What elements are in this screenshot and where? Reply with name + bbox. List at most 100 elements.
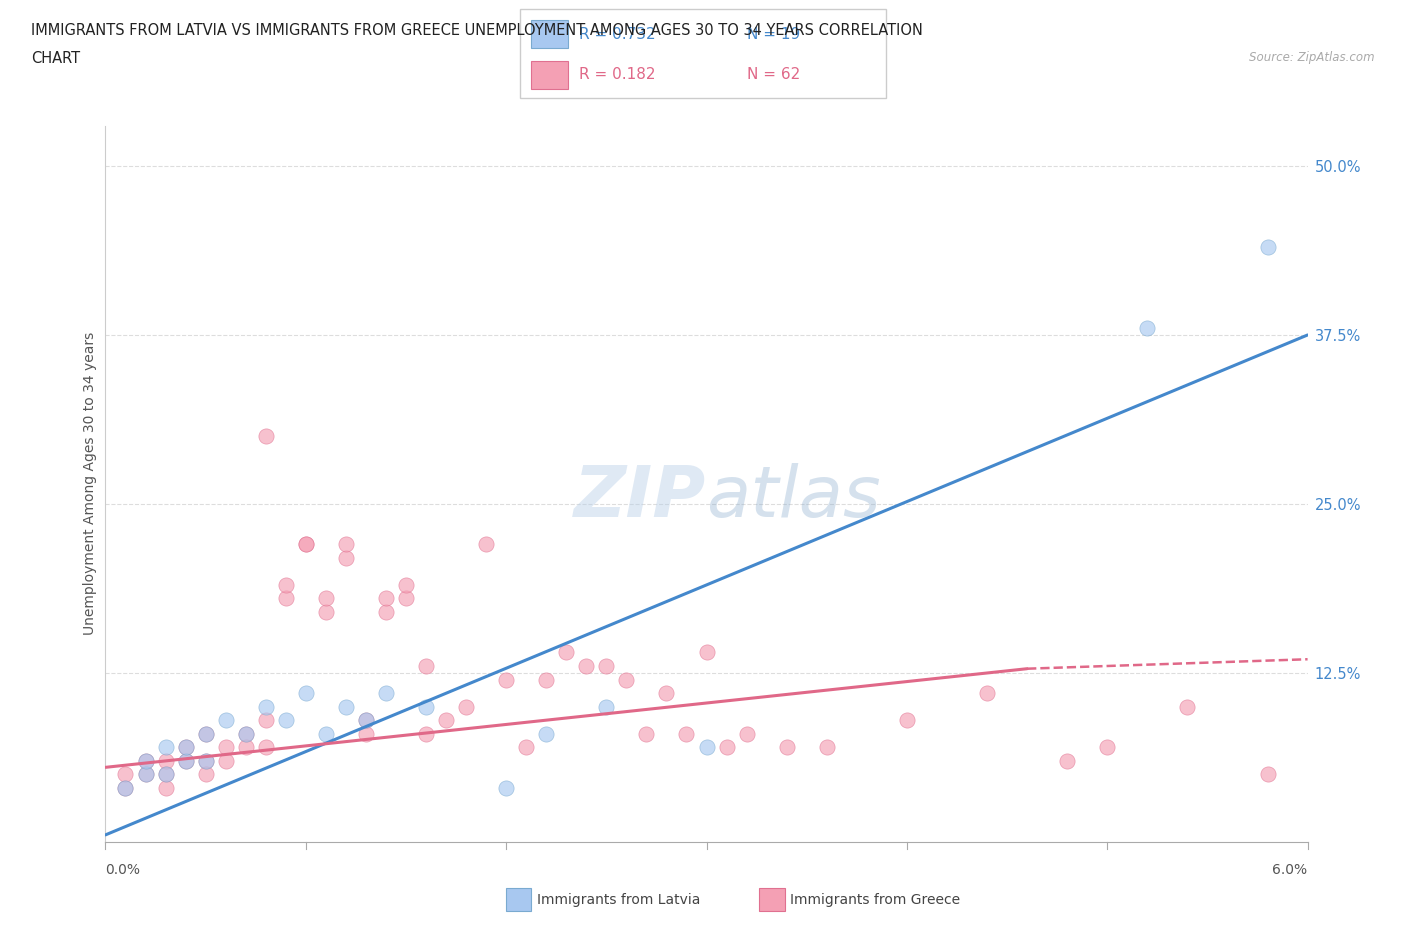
Point — [114, 766, 136, 781]
Point — [315, 726, 337, 741]
Text: CHART: CHART — [31, 51, 80, 66]
Point — [155, 739, 177, 754]
Point — [716, 739, 738, 754]
Point — [194, 726, 217, 741]
Text: ZIP: ZIP — [574, 463, 707, 532]
Text: N = 19: N = 19 — [747, 27, 800, 42]
Point — [274, 591, 297, 605]
Point — [735, 726, 758, 741]
FancyBboxPatch shape — [531, 60, 568, 89]
Text: IMMIGRANTS FROM LATVIA VS IMMIGRANTS FROM GREECE UNEMPLOYMENT AMONG AGES 30 TO 3: IMMIGRANTS FROM LATVIA VS IMMIGRANTS FRO… — [31, 23, 922, 38]
Point — [534, 726, 557, 741]
Point — [254, 739, 277, 754]
Point — [174, 739, 197, 754]
Point — [354, 712, 377, 727]
Point — [174, 753, 197, 768]
Point — [235, 726, 257, 741]
Point — [274, 578, 297, 592]
Point — [776, 739, 799, 754]
Point — [155, 766, 177, 781]
Point — [214, 739, 236, 754]
Text: 6.0%: 6.0% — [1272, 863, 1308, 877]
Point — [395, 591, 418, 605]
Point — [135, 753, 157, 768]
Point — [896, 712, 918, 727]
Text: Source: ZipAtlas.com: Source: ZipAtlas.com — [1250, 51, 1375, 64]
Point — [1175, 699, 1198, 714]
FancyBboxPatch shape — [520, 9, 886, 98]
Point — [675, 726, 697, 741]
Point — [235, 726, 257, 741]
Point — [434, 712, 457, 727]
Point — [335, 699, 357, 714]
Point — [135, 766, 157, 781]
Point — [194, 753, 217, 768]
Point — [254, 712, 277, 727]
Point — [374, 591, 398, 605]
Point — [254, 429, 277, 444]
Text: N = 62: N = 62 — [747, 67, 800, 82]
Point — [415, 699, 437, 714]
Text: R = 0.732: R = 0.732 — [579, 27, 655, 42]
Point — [374, 604, 398, 619]
Point — [595, 699, 617, 714]
Point — [595, 658, 617, 673]
Point — [1257, 766, 1279, 781]
Point — [354, 712, 377, 727]
Point — [295, 685, 318, 700]
Point — [135, 766, 157, 781]
Point — [815, 739, 838, 754]
Point — [194, 726, 217, 741]
Point — [295, 537, 318, 551]
Point — [335, 537, 357, 551]
Point — [1056, 753, 1078, 768]
Point — [555, 645, 578, 660]
Point — [174, 753, 197, 768]
Text: R = 0.182: R = 0.182 — [579, 67, 655, 82]
Point — [174, 739, 197, 754]
Point — [575, 658, 598, 673]
Point — [515, 739, 537, 754]
Point — [475, 537, 498, 551]
Point — [976, 685, 998, 700]
Point — [696, 739, 718, 754]
Point — [274, 712, 297, 727]
FancyBboxPatch shape — [531, 20, 568, 48]
Point — [254, 699, 277, 714]
Point — [214, 753, 236, 768]
Point — [1136, 321, 1159, 336]
Point — [374, 685, 398, 700]
Point — [194, 766, 217, 781]
Point — [315, 604, 337, 619]
Point — [335, 551, 357, 565]
Point — [415, 658, 437, 673]
Text: Immigrants from Latvia: Immigrants from Latvia — [537, 893, 700, 908]
Point — [696, 645, 718, 660]
Point — [655, 685, 678, 700]
Text: Immigrants from Greece: Immigrants from Greece — [790, 893, 960, 908]
Point — [495, 780, 517, 795]
Point — [235, 739, 257, 754]
Point — [1097, 739, 1119, 754]
Text: atlas: atlas — [707, 463, 882, 532]
Point — [155, 766, 177, 781]
Point — [1257, 240, 1279, 255]
Point — [454, 699, 477, 714]
Y-axis label: Unemployment Among Ages 30 to 34 years: Unemployment Among Ages 30 to 34 years — [83, 332, 97, 635]
Point — [495, 672, 517, 687]
Point — [214, 712, 236, 727]
Point — [315, 591, 337, 605]
Point — [155, 780, 177, 795]
Point — [534, 672, 557, 687]
Point — [155, 753, 177, 768]
Point — [194, 753, 217, 768]
Point — [114, 780, 136, 795]
Point — [114, 780, 136, 795]
Point — [616, 672, 638, 687]
Point — [395, 578, 418, 592]
Point — [135, 753, 157, 768]
Point — [415, 726, 437, 741]
Point — [636, 726, 658, 741]
Point — [295, 537, 318, 551]
Text: 0.0%: 0.0% — [105, 863, 141, 877]
